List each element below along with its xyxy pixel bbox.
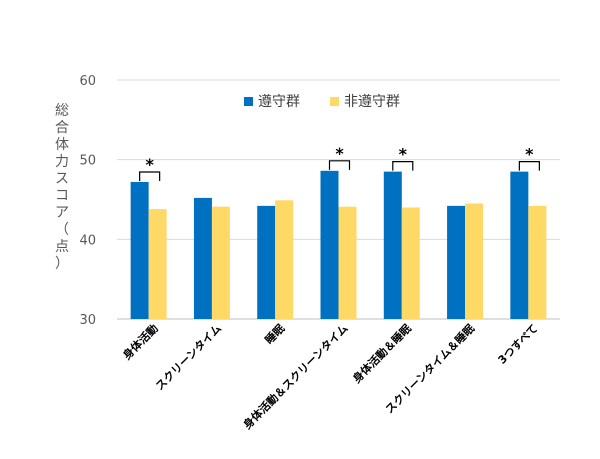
bar-compliant <box>383 171 402 319</box>
x-category-label: 睡眠 <box>262 321 287 346</box>
y-axis-label-char: 体 <box>55 137 69 153</box>
bar-compliant <box>257 205 276 319</box>
bar-noncompliant <box>338 206 357 319</box>
legend-swatch <box>244 97 253 106</box>
x-category-label: 身体活動＆睡眠 <box>350 321 414 385</box>
y-tick-label: 50 <box>79 154 96 169</box>
y-tick-labels: 30 40 50 60 <box>79 74 96 328</box>
significance-bracket <box>328 160 351 170</box>
bar-compliant <box>447 205 466 319</box>
y-axis-label-char: ） <box>55 256 69 272</box>
significance-bracket <box>139 171 161 181</box>
y-axis-label-char: 点 <box>55 239 69 255</box>
bar-compliant <box>320 170 339 319</box>
y-tick-label: 40 <box>79 233 96 248</box>
bar-noncompliant <box>275 200 294 319</box>
x-category-label: 3つすべて <box>496 322 541 367</box>
y-axis-label-char: （ <box>55 222 69 238</box>
x-category-label: 身体活動＆スクリーンタイム <box>240 321 350 431</box>
y-tick-label: 30 <box>79 313 96 328</box>
y-axis-label-char: 力 <box>55 154 69 170</box>
significance-bracket <box>518 161 540 171</box>
bar-noncompliant <box>211 206 230 319</box>
x-category-label: 身体活動 <box>120 321 161 362</box>
legend-label: 遵守群 <box>258 93 300 110</box>
legend-swatch <box>330 97 339 106</box>
y-axis-label-char: 合 <box>55 120 69 136</box>
bar-compliant <box>130 181 149 319</box>
y-axis-label-char: 総 <box>55 103 69 119</box>
bar-compliant <box>193 197 212 319</box>
significance-star: * <box>145 155 154 174</box>
y-axis-label-char: ス <box>55 171 69 187</box>
bars <box>130 170 547 319</box>
legend: 遵守群 非遵守群 <box>244 93 400 110</box>
significance-bracket <box>392 161 414 171</box>
significance-star: * <box>335 144 344 163</box>
significance-star: * <box>525 145 534 164</box>
y-axis-label-char: ア <box>55 205 69 221</box>
bar-noncompliant <box>465 203 484 319</box>
bar-noncompliant <box>528 205 547 319</box>
bar-noncompliant <box>148 209 167 319</box>
significance-star: * <box>399 145 408 164</box>
y-tick-label: 60 <box>79 74 96 89</box>
bar-noncompliant <box>401 207 420 319</box>
bar-compliant <box>510 171 529 319</box>
legend-label: 非遵守群 <box>344 93 400 110</box>
significance-markers: * * * * <box>139 144 540 181</box>
y-axis-label-char: コ <box>55 188 69 204</box>
x-category-label: スクリーンタイム <box>153 322 224 393</box>
